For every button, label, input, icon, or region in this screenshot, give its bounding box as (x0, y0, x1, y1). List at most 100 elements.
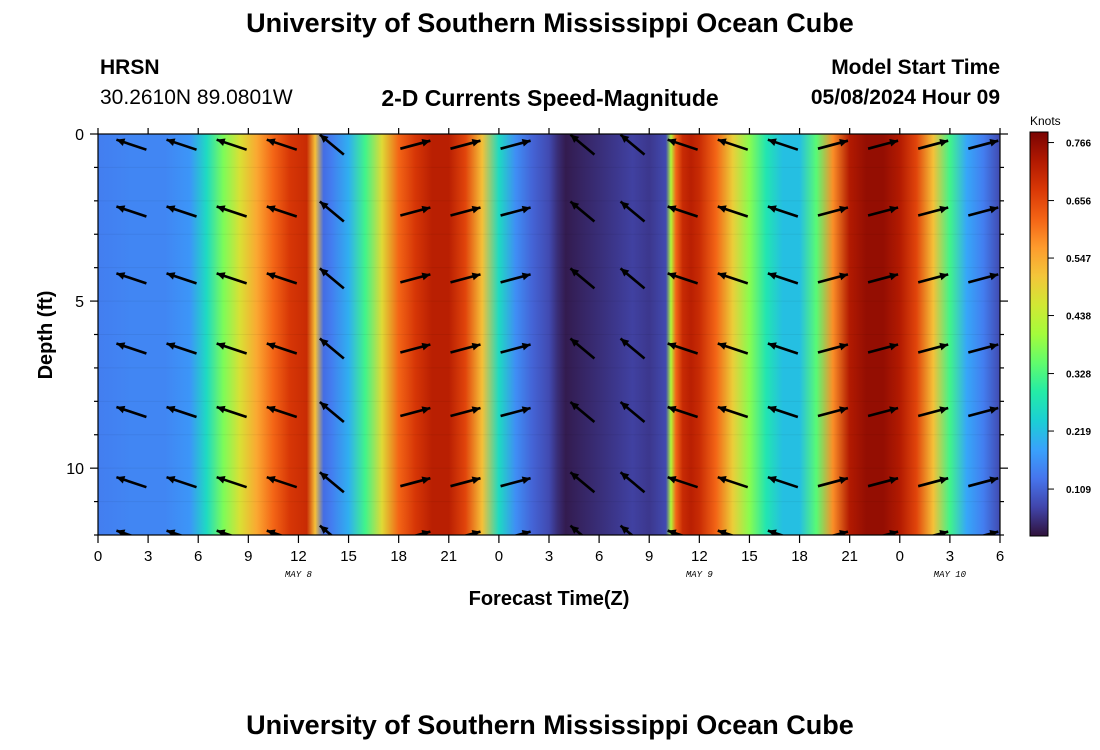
current-arrow (817, 205, 849, 217)
current-arrow (967, 476, 999, 488)
current-arrow (166, 342, 197, 355)
current-arrow (817, 138, 849, 150)
current-arrow (216, 529, 234, 535)
current-arrow (319, 471, 345, 494)
current-arrow (400, 342, 431, 354)
colorbar: Knots 0.109 0.219 0.328 0.438 0.547 0.656 0.76… (1029, 114, 1091, 537)
current-arrow (216, 272, 248, 285)
x-tick-label: 21 (841, 548, 858, 565)
current-arrow (717, 138, 749, 151)
current-arrow (569, 267, 596, 290)
current-arrow (917, 272, 949, 284)
current-arrow (500, 406, 531, 418)
current-arrow (619, 337, 646, 360)
current-arrow (717, 205, 749, 218)
current-arrow (767, 138, 799, 151)
current-arrow (500, 476, 531, 488)
y-axis: 0 5 10 (66, 127, 1008, 536)
x-tick-label: 15 (340, 548, 357, 565)
currents-chart: 0 3 6 9 12 15 18 21 0 3 6 9 12 15 18 21 0 3 6 0 5 10 Forecas… (35, 114, 1091, 610)
current-arrow (400, 272, 431, 284)
current-arrow (667, 405, 699, 419)
x-tick-label: 3 (946, 548, 954, 565)
colorbar-tick-label: 0.328 (1066, 370, 1091, 381)
current-arrow (500, 272, 531, 284)
current-arrow (166, 138, 197, 151)
current-arrow (880, 529, 899, 535)
current-arrow (569, 401, 596, 424)
chart-subtitle: 2-D Currents Speed-Magnitude (381, 85, 719, 111)
current-arrow (917, 205, 949, 217)
x-tick-label: 0 (94, 548, 102, 565)
x-tick-label: 12 (290, 548, 307, 565)
current-arrow (917, 406, 949, 418)
current-arrow (450, 205, 481, 217)
current-arrow (717, 405, 749, 419)
current-arrow (115, 529, 134, 535)
current-arrow (115, 405, 147, 419)
current-arrow (115, 205, 147, 218)
current-arrow (450, 138, 481, 150)
current-arrow (867, 272, 899, 284)
x-tick-label: 6 (194, 548, 202, 565)
current-arrow (462, 529, 481, 535)
current-arrow (667, 342, 699, 355)
colorbar-units: Knots (1030, 114, 1061, 128)
current-arrow (717, 342, 749, 355)
current-arrow (216, 138, 248, 151)
current-arrow (266, 272, 298, 285)
current-arrow (513, 529, 531, 535)
current-arrow (917, 138, 949, 150)
current-arrow (867, 138, 899, 150)
x-tick-label: 3 (144, 548, 152, 565)
current-arrow (400, 205, 431, 217)
current-arrow (500, 205, 531, 217)
current-arrow (867, 342, 899, 354)
current-arrow (115, 475, 147, 489)
date-label: MAY 9 (686, 570, 714, 580)
current-arrow (967, 272, 999, 284)
colorbar-tick-label: 0.219 (1066, 427, 1091, 438)
current-arrow (967, 342, 999, 354)
current-arrow (667, 272, 699, 285)
current-arrow (867, 205, 899, 217)
current-arrow (569, 337, 596, 360)
current-arrow (166, 205, 197, 218)
x-tick-label: 9 (244, 548, 252, 565)
current-arrow (450, 342, 481, 354)
current-arrow (569, 524, 584, 535)
current-arrow (319, 134, 345, 156)
current-arrow (450, 476, 481, 488)
current-arrow (867, 476, 899, 488)
current-arrow (216, 342, 248, 355)
y-tick-label: 0 (75, 127, 84, 144)
x-tick-label: 9 (645, 548, 653, 565)
current-arrow (216, 205, 248, 218)
current-arrow (767, 475, 799, 489)
colorbar-tick-label: 0.656 (1066, 197, 1091, 208)
x-tick-label: 18 (791, 548, 808, 565)
model-start-label: Model Start Time (831, 56, 1000, 79)
current-vectors (115, 134, 999, 535)
x-tick-label: 6 (996, 548, 1004, 565)
current-arrow (767, 405, 799, 419)
date-label: MAY 10 (934, 570, 967, 580)
current-arrow (717, 475, 749, 489)
y-tick-label: 10 (66, 461, 84, 478)
x-axis: 0 3 6 9 12 15 18 21 0 3 6 9 12 15 18 21 0 3 6 (94, 128, 1004, 565)
colorbar-gradient (1029, 131, 1049, 537)
footer-title: University of Southern Mississippi Ocean… (246, 710, 854, 740)
x-tick-label: 3 (545, 548, 553, 565)
current-arrow (767, 342, 799, 355)
current-arrow (266, 342, 298, 355)
current-arrow (867, 406, 899, 418)
x-tick-label: 18 (390, 548, 407, 565)
current-arrow (667, 475, 699, 489)
current-arrow (717, 272, 749, 285)
current-arrow (619, 267, 646, 290)
current-arrow (115, 272, 147, 285)
x-tick-label: 6 (595, 548, 603, 565)
current-arrow (619, 200, 646, 223)
current-arrow (412, 529, 431, 535)
current-arrow (667, 529, 685, 535)
